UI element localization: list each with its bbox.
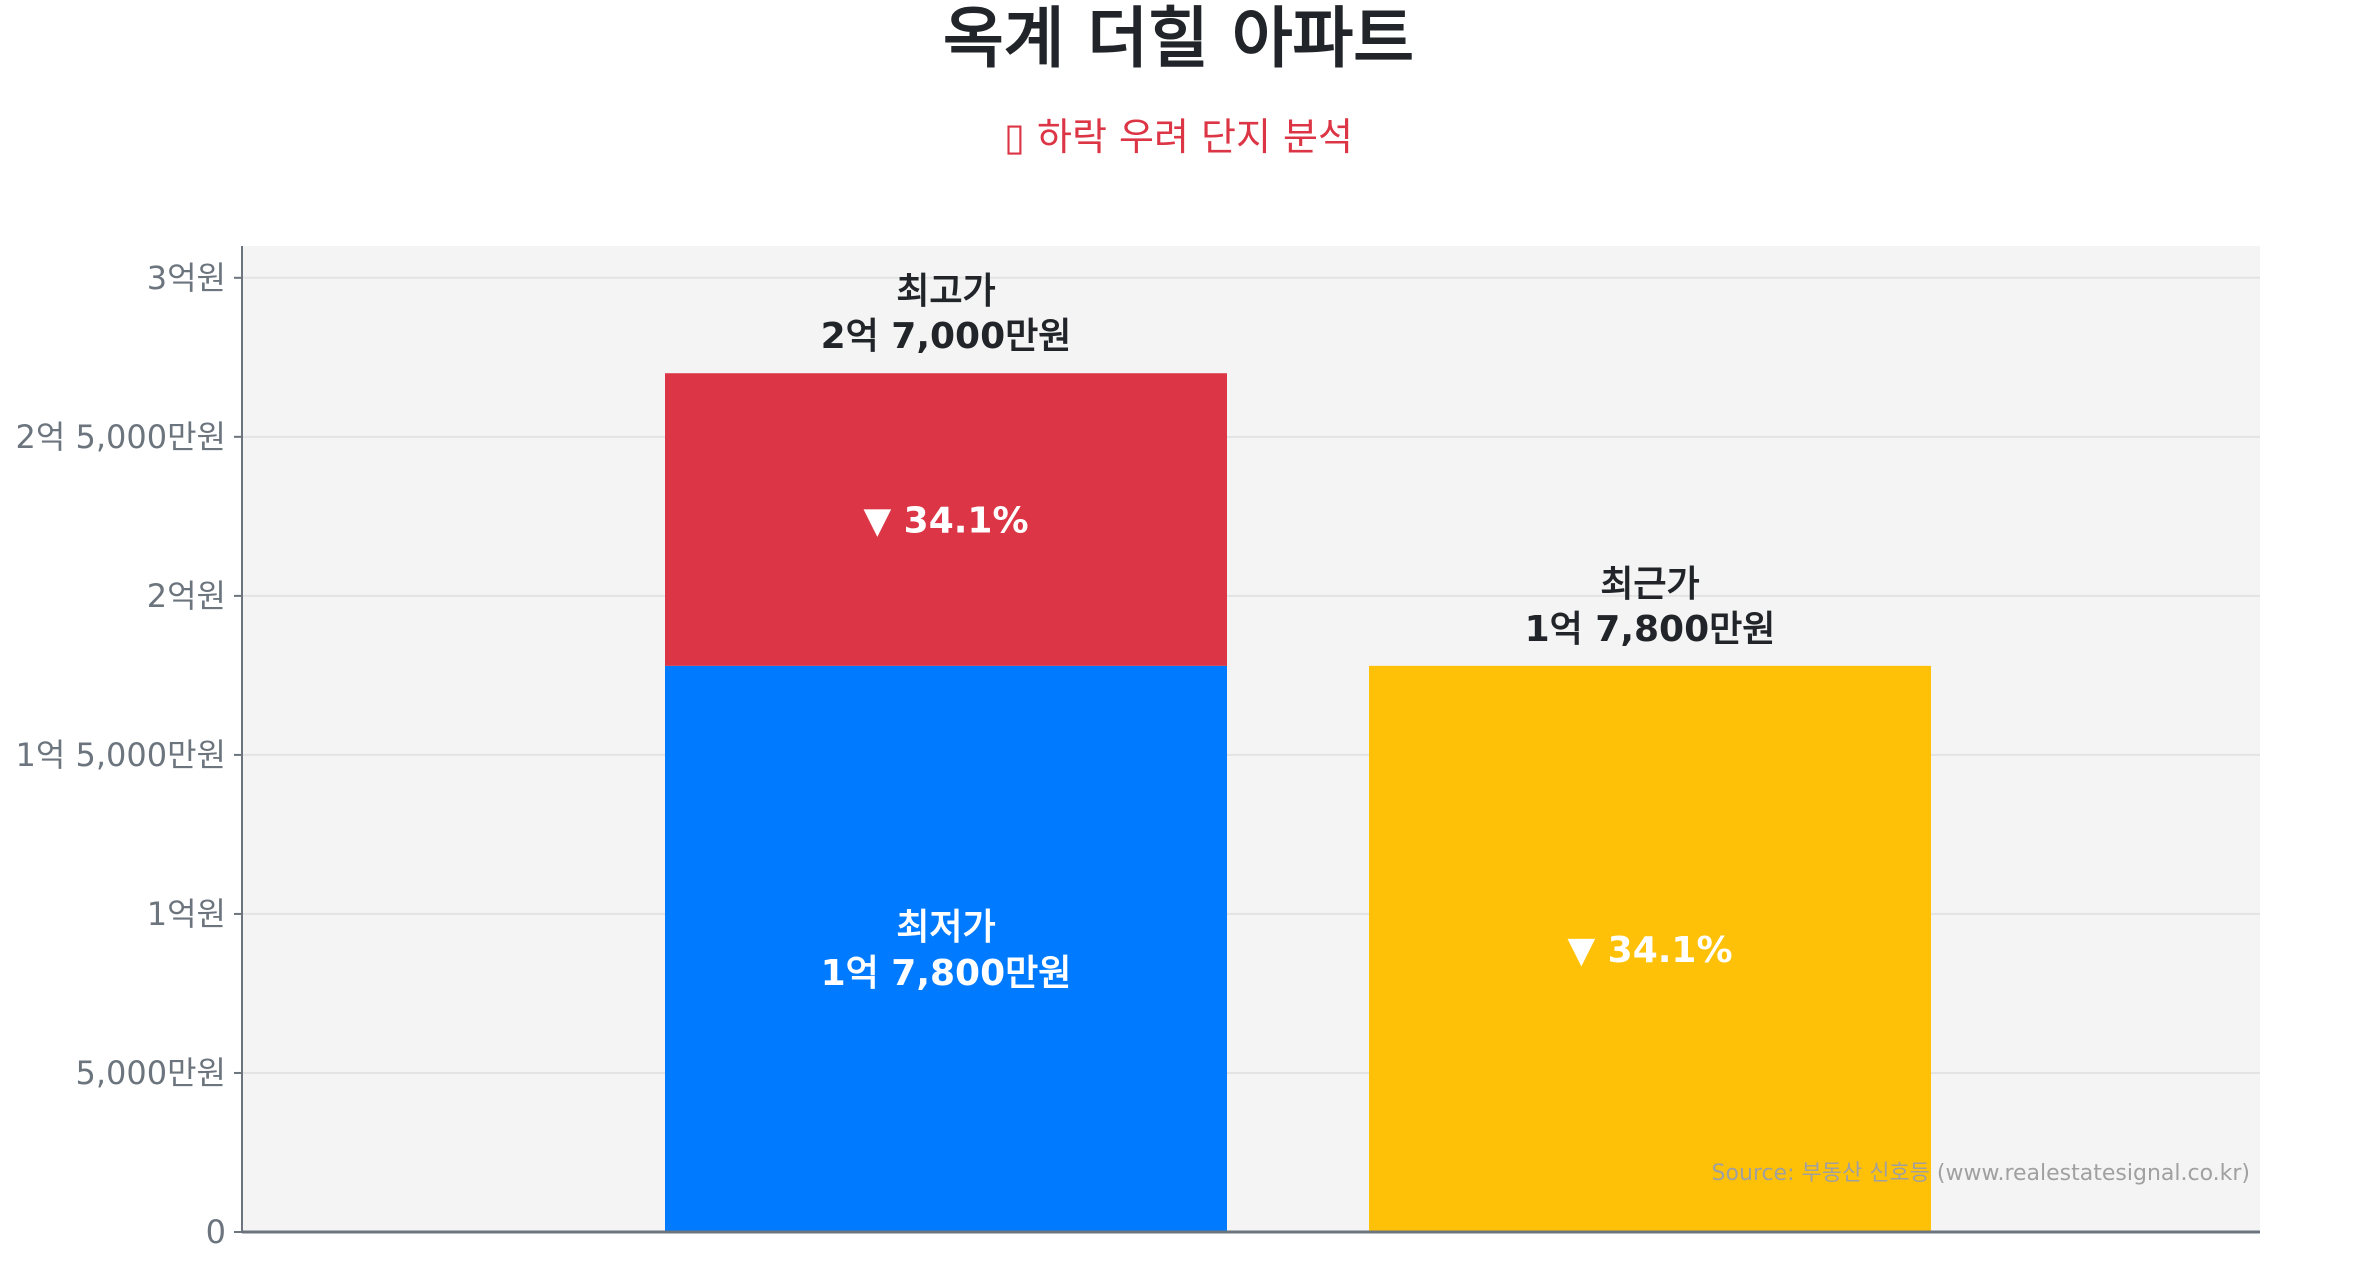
- segment-value-label: 1억 7,800만원: [821, 953, 1072, 994]
- y-tick-label: 5,000만원: [76, 1054, 227, 1092]
- source-note: Source: 부동산 신호등 (www.realestatesignal.co…: [1712, 1161, 2250, 1186]
- chart-subtitle: ▯ 하락 우려 단지 분석: [1004, 115, 1353, 159]
- y-tick-label: 2억원: [147, 577, 226, 615]
- change-label: ▼ 34.1%: [1567, 930, 1732, 971]
- y-tick-label: 2억 5,000만원: [16, 418, 226, 456]
- plot-background: [242, 246, 2260, 1232]
- bar-segment: [665, 665, 1227, 1232]
- y-tick-label: 0: [206, 1213, 226, 1251]
- segment-label: 최저가: [896, 907, 995, 948]
- bar-top-value-label: 2억 7,000만원: [821, 316, 1072, 357]
- change-label: ▼ 34.1%: [863, 501, 1028, 542]
- bar-top-value-label: 1억 7,800만원: [1525, 609, 1776, 650]
- y-tick-label: 3억원: [147, 259, 226, 297]
- bar-top-label: 최근가: [1600, 564, 1699, 605]
- y-tick-label: 1억 5,000만원: [16, 736, 226, 774]
- bar-segment: [1369, 665, 1931, 1232]
- bar-segment: [665, 373, 1227, 666]
- bar-top-label: 최고가: [896, 271, 995, 312]
- chart-title: 옥계 더힐 아파트: [943, 0, 1414, 77]
- y-tick-label: 1억원: [147, 895, 226, 933]
